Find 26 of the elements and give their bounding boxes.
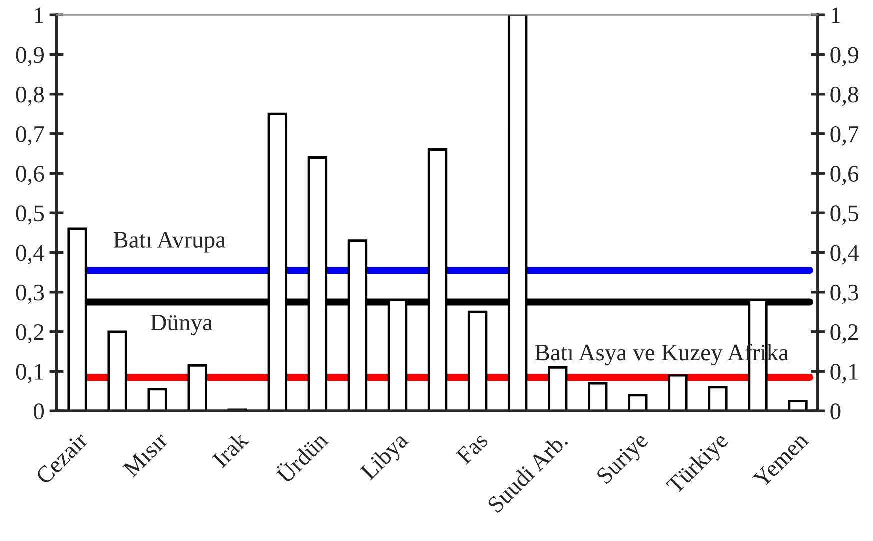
y-tick-label: 1	[35, 8, 44, 24]
y2-tick-label: 0,6	[830, 166, 859, 186]
y2-tick-label: 0,5	[830, 206, 858, 225]
y-tick-label: 0,2	[16, 324, 44, 344]
ref-line-label: Batı Avrupa	[114, 232, 226, 253]
y-tick-label: 0,4	[16, 245, 45, 265]
y2-tick-label: 0,3	[830, 284, 858, 304]
y2-tick-label: 0	[830, 404, 841, 420]
y2-tick-label: 0,7	[830, 126, 859, 146]
x-tick-label: Fas	[456, 432, 489, 466]
y-tick-label: 0	[34, 404, 44, 420]
y-tick-label: 0,7	[16, 126, 44, 146]
ref-line-label: Dünya	[150, 314, 213, 336]
y2-tick-label: 0,8	[830, 86, 858, 106]
x-tick-label: Irak	[211, 430, 250, 469]
y2-tick-label: 0,2	[830, 324, 858, 344]
y2-tick-label: 0,1	[830, 364, 858, 384]
y-tick-label: 0,9	[16, 47, 44, 67]
y-tick-label: 0,8	[16, 86, 44, 106]
y-tick-label: 0,6	[16, 166, 44, 186]
y-tick-label: 0,5	[16, 206, 44, 225]
y2-tick-label: 1	[832, 8, 840, 24]
y2-tick-label: 0,9	[830, 47, 858, 67]
y-tick-label: 0,1	[16, 364, 44, 384]
y2-tick-label: 0,4	[830, 245, 859, 265]
y-tick-label: 0,3	[16, 284, 44, 304]
